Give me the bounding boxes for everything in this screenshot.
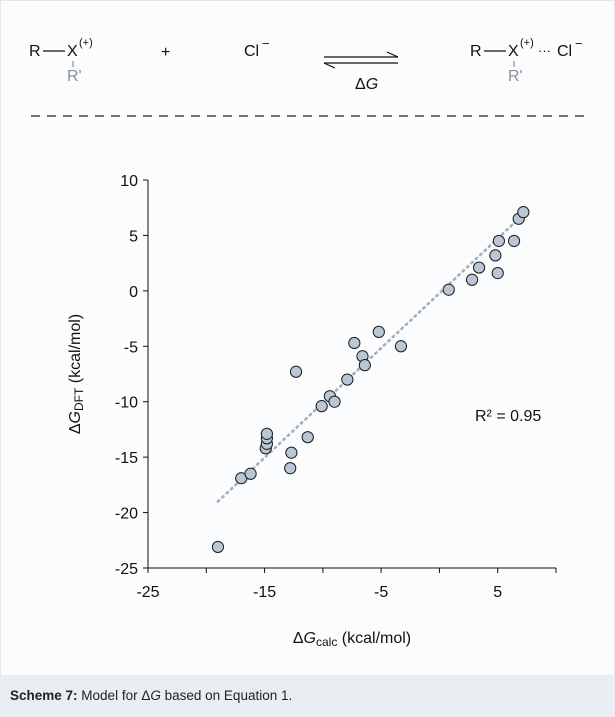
x-tick-label: -15	[253, 584, 276, 601]
caption-g: G	[150, 688, 161, 703]
x-ticks: -25 -15 -5 5	[136, 568, 557, 601]
data-point	[372, 325, 385, 338]
x-tick-label: 5	[493, 584, 502, 601]
y-ticks: 10 5 0 -5 -10 -15 -20 -25	[115, 173, 148, 578]
figure-svg: R X (+) R' + Cl − ΔG R X (+) ··· Cl −	[29, 36, 587, 649]
scatter-chart: 10 5 0 -5 -10 -15 -20 -25 -25 -15 -5 5 R² = 0.95 Δ…	[67, 173, 557, 649]
data-point	[442, 283, 455, 296]
data-point	[285, 446, 298, 459]
arrow-label: ΔG	[355, 76, 378, 93]
data-point	[328, 395, 341, 408]
y-axis-label: ΔGDFT (kcal/mol)	[67, 314, 86, 434]
data-point	[260, 427, 274, 440]
reactant-sub: R'	[67, 68, 82, 85]
figure-caption: Scheme 7: Model for ΔG based on Equation…	[0, 675, 615, 717]
product-dots: ···	[538, 43, 551, 58]
plus-sign: +	[161, 44, 170, 61]
data-point	[211, 540, 225, 554]
caption-label: Scheme 7:	[10, 688, 78, 703]
y-tick-label: -10	[115, 395, 138, 412]
equilibrium-arrow	[323, 51, 399, 69]
data-point	[289, 365, 303, 378]
reaction-scheme: R X (+) R' + Cl − ΔG R X (+) ··· Cl −	[29, 36, 587, 117]
y-tick-label: -20	[115, 506, 138, 523]
data-point	[341, 373, 354, 386]
data-point	[301, 431, 314, 444]
data-point	[491, 267, 504, 280]
data-point	[489, 249, 502, 262]
caption-post: based on Equation 1.	[160, 688, 293, 703]
data-point	[348, 336, 361, 350]
y-tick-label: 0	[129, 284, 138, 301]
y-tick-label: -25	[115, 561, 138, 578]
y-tick-label: -5	[124, 339, 138, 356]
data-point	[394, 340, 408, 353]
caption-pre: Model for	[77, 688, 142, 703]
data-point	[284, 462, 297, 475]
product-sub: R'	[508, 68, 523, 85]
product-cl-charge: −	[575, 36, 583, 51]
reactant-x: X	[67, 43, 78, 60]
x-axis-label: ΔGcalc (kcal/mol)	[293, 630, 411, 649]
y-tick-label: 5	[129, 228, 138, 245]
r-squared-annotation: R² = 0.95	[475, 408, 541, 425]
data-point	[517, 206, 530, 219]
figure-panel: R X (+) R' + Cl − ΔG R X (+) ··· Cl −	[0, 0, 615, 676]
product-charge: (+)	[520, 37, 534, 49]
anion-cl: Cl	[244, 43, 259, 60]
data-point	[492, 234, 505, 248]
data-point	[315, 400, 328, 413]
y-tick-label: -15	[115, 450, 138, 467]
caption-delta: Δ	[141, 688, 151, 703]
reactant-charge: (+)	[79, 37, 93, 49]
data-point	[244, 467, 257, 480]
y-tick-label: 10	[120, 173, 138, 190]
data-point	[465, 273, 479, 286]
data-point	[507, 234, 521, 248]
data-point	[358, 359, 371, 372]
data-points	[211, 206, 530, 554]
product-x: X	[508, 43, 519, 60]
anion-charge: −	[262, 36, 270, 51]
product-cl: Cl	[557, 43, 572, 60]
reactant-r: R	[29, 43, 41, 60]
data-point	[472, 261, 486, 274]
x-tick-label: -5	[374, 584, 388, 601]
product-r: R	[470, 43, 482, 60]
x-tick-label: -25	[136, 584, 159, 601]
trend-line	[216, 213, 525, 503]
